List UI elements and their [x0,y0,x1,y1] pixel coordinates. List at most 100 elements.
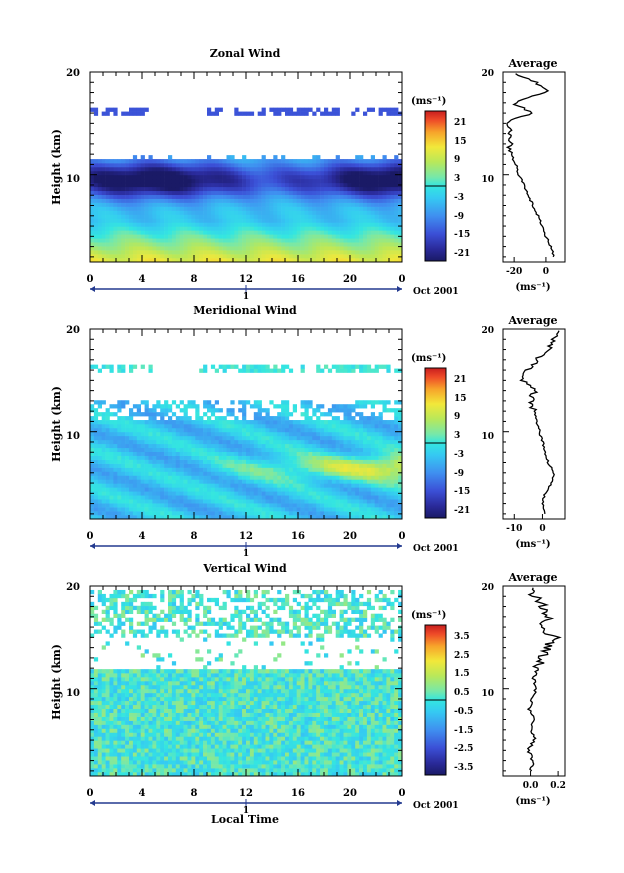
heatmap-cell [214,459,219,464]
heatmap-cell [370,170,375,176]
heatmap-cell [382,206,387,211]
heatmap-cell [288,420,294,425]
heatmap-cell [265,420,270,425]
heatmap-cell [148,499,153,504]
heatmap-cell [370,471,375,476]
heatmap-cell [101,597,106,603]
heatmap-cell [195,163,200,168]
heatmap-cell [331,491,336,496]
heatmap-cell [214,163,219,168]
heatmap-cell [187,254,192,259]
heatmap-cell [242,447,247,453]
heatmap-cell [156,214,161,219]
heatmap-cell [324,250,329,255]
heatmap-cell [355,503,360,508]
heatmap-cell [347,455,352,460]
heatmap-cell [199,230,204,235]
heatmap-cell [203,443,208,449]
heatmap-cell [265,222,270,227]
heatmap-cell [366,364,372,369]
heatmap-cell [121,250,126,255]
x-tick-label: 12 [239,274,253,285]
heatmap-cell [144,250,149,255]
heatmap-cell [316,107,321,112]
heatmap-cell [90,684,95,690]
heatmap-cell [136,451,141,456]
heatmap-cell [140,364,145,369]
heatmap-cell [390,107,395,112]
heatmap-cell [105,720,110,725]
heatmap-cell [101,246,106,251]
heatmap-cell [140,435,145,441]
heatmap-cell [230,451,235,456]
heatmap-cell [140,111,145,116]
heatmap-cell [269,431,274,437]
heatmap-cell [226,483,231,488]
heatmap-cell [148,222,153,227]
heatmap-cell [316,182,321,188]
heatmap-cell [359,214,364,219]
heatmap-cell [355,174,360,180]
heatmap-cell [359,234,364,239]
heatmap-cell [109,404,114,409]
heatmap-cell [93,194,99,199]
colorbar-tick-label: 21 [454,375,467,385]
heatmap-cell [390,182,395,188]
heatmap-cell [214,487,219,492]
heatmap-cell [355,246,360,251]
heatmap-cell [117,170,122,176]
heatmap-cell [249,364,255,369]
heatmap-cell [168,439,173,445]
heatmap-cell [187,198,192,203]
heatmap-cell [343,420,348,425]
heatmap-cell [242,163,247,168]
heatmap-cell [292,479,297,484]
heatmap-cell [390,507,395,512]
heatmap-cell [273,511,278,516]
heatmap-cell [171,400,177,405]
heatmap-cell [97,218,102,223]
heatmap-cell [214,230,219,235]
heatmap-cell [109,503,114,508]
heatmap-cell [230,250,235,255]
heatmap-cell [253,186,258,192]
heatmap-cell [218,198,223,203]
heatmap-cell [132,511,138,516]
heatmap-cell [222,495,227,500]
heatmap-cell [312,254,317,259]
date-label: Oct 2001 [413,544,459,554]
heatmap-cell [378,167,383,172]
heatmap-cell [246,455,251,460]
heatmap-cell [370,222,375,227]
heatmap-cell [363,222,368,227]
heatmap-cell [249,190,255,196]
heatmap-cell [203,471,208,476]
heatmap-cell [226,190,231,196]
heatmap-cell [386,424,391,429]
heatmap-cell [386,202,391,207]
heatmap-cell [304,230,309,235]
heatmap-cell [300,511,305,516]
heatmap-cell [374,194,379,199]
heatmap-cell [339,487,344,492]
heatmap-cell [398,230,403,235]
colorbar-tick-label: -15 [454,230,470,240]
heatmap-cell [312,499,317,504]
heatmap-cell [132,159,138,164]
heatmap-cell [300,246,305,251]
heatmap-cell [269,435,274,441]
heatmap-cell [363,499,368,504]
heatmap-cell [101,163,106,168]
heatmap-cell [230,400,235,405]
heatmap-cell [394,218,399,223]
heatmap-cell [207,451,212,456]
heatmap-cell [238,194,243,199]
heatmap-cell [168,250,173,255]
heatmap-cell [390,447,395,453]
heatmap-cell [246,159,251,164]
heatmap-cell [242,230,247,235]
heatmap-cell [191,475,196,480]
heatmap-cell [394,435,399,441]
heatmap-cell [105,696,110,702]
heatmap-cell [109,222,114,227]
